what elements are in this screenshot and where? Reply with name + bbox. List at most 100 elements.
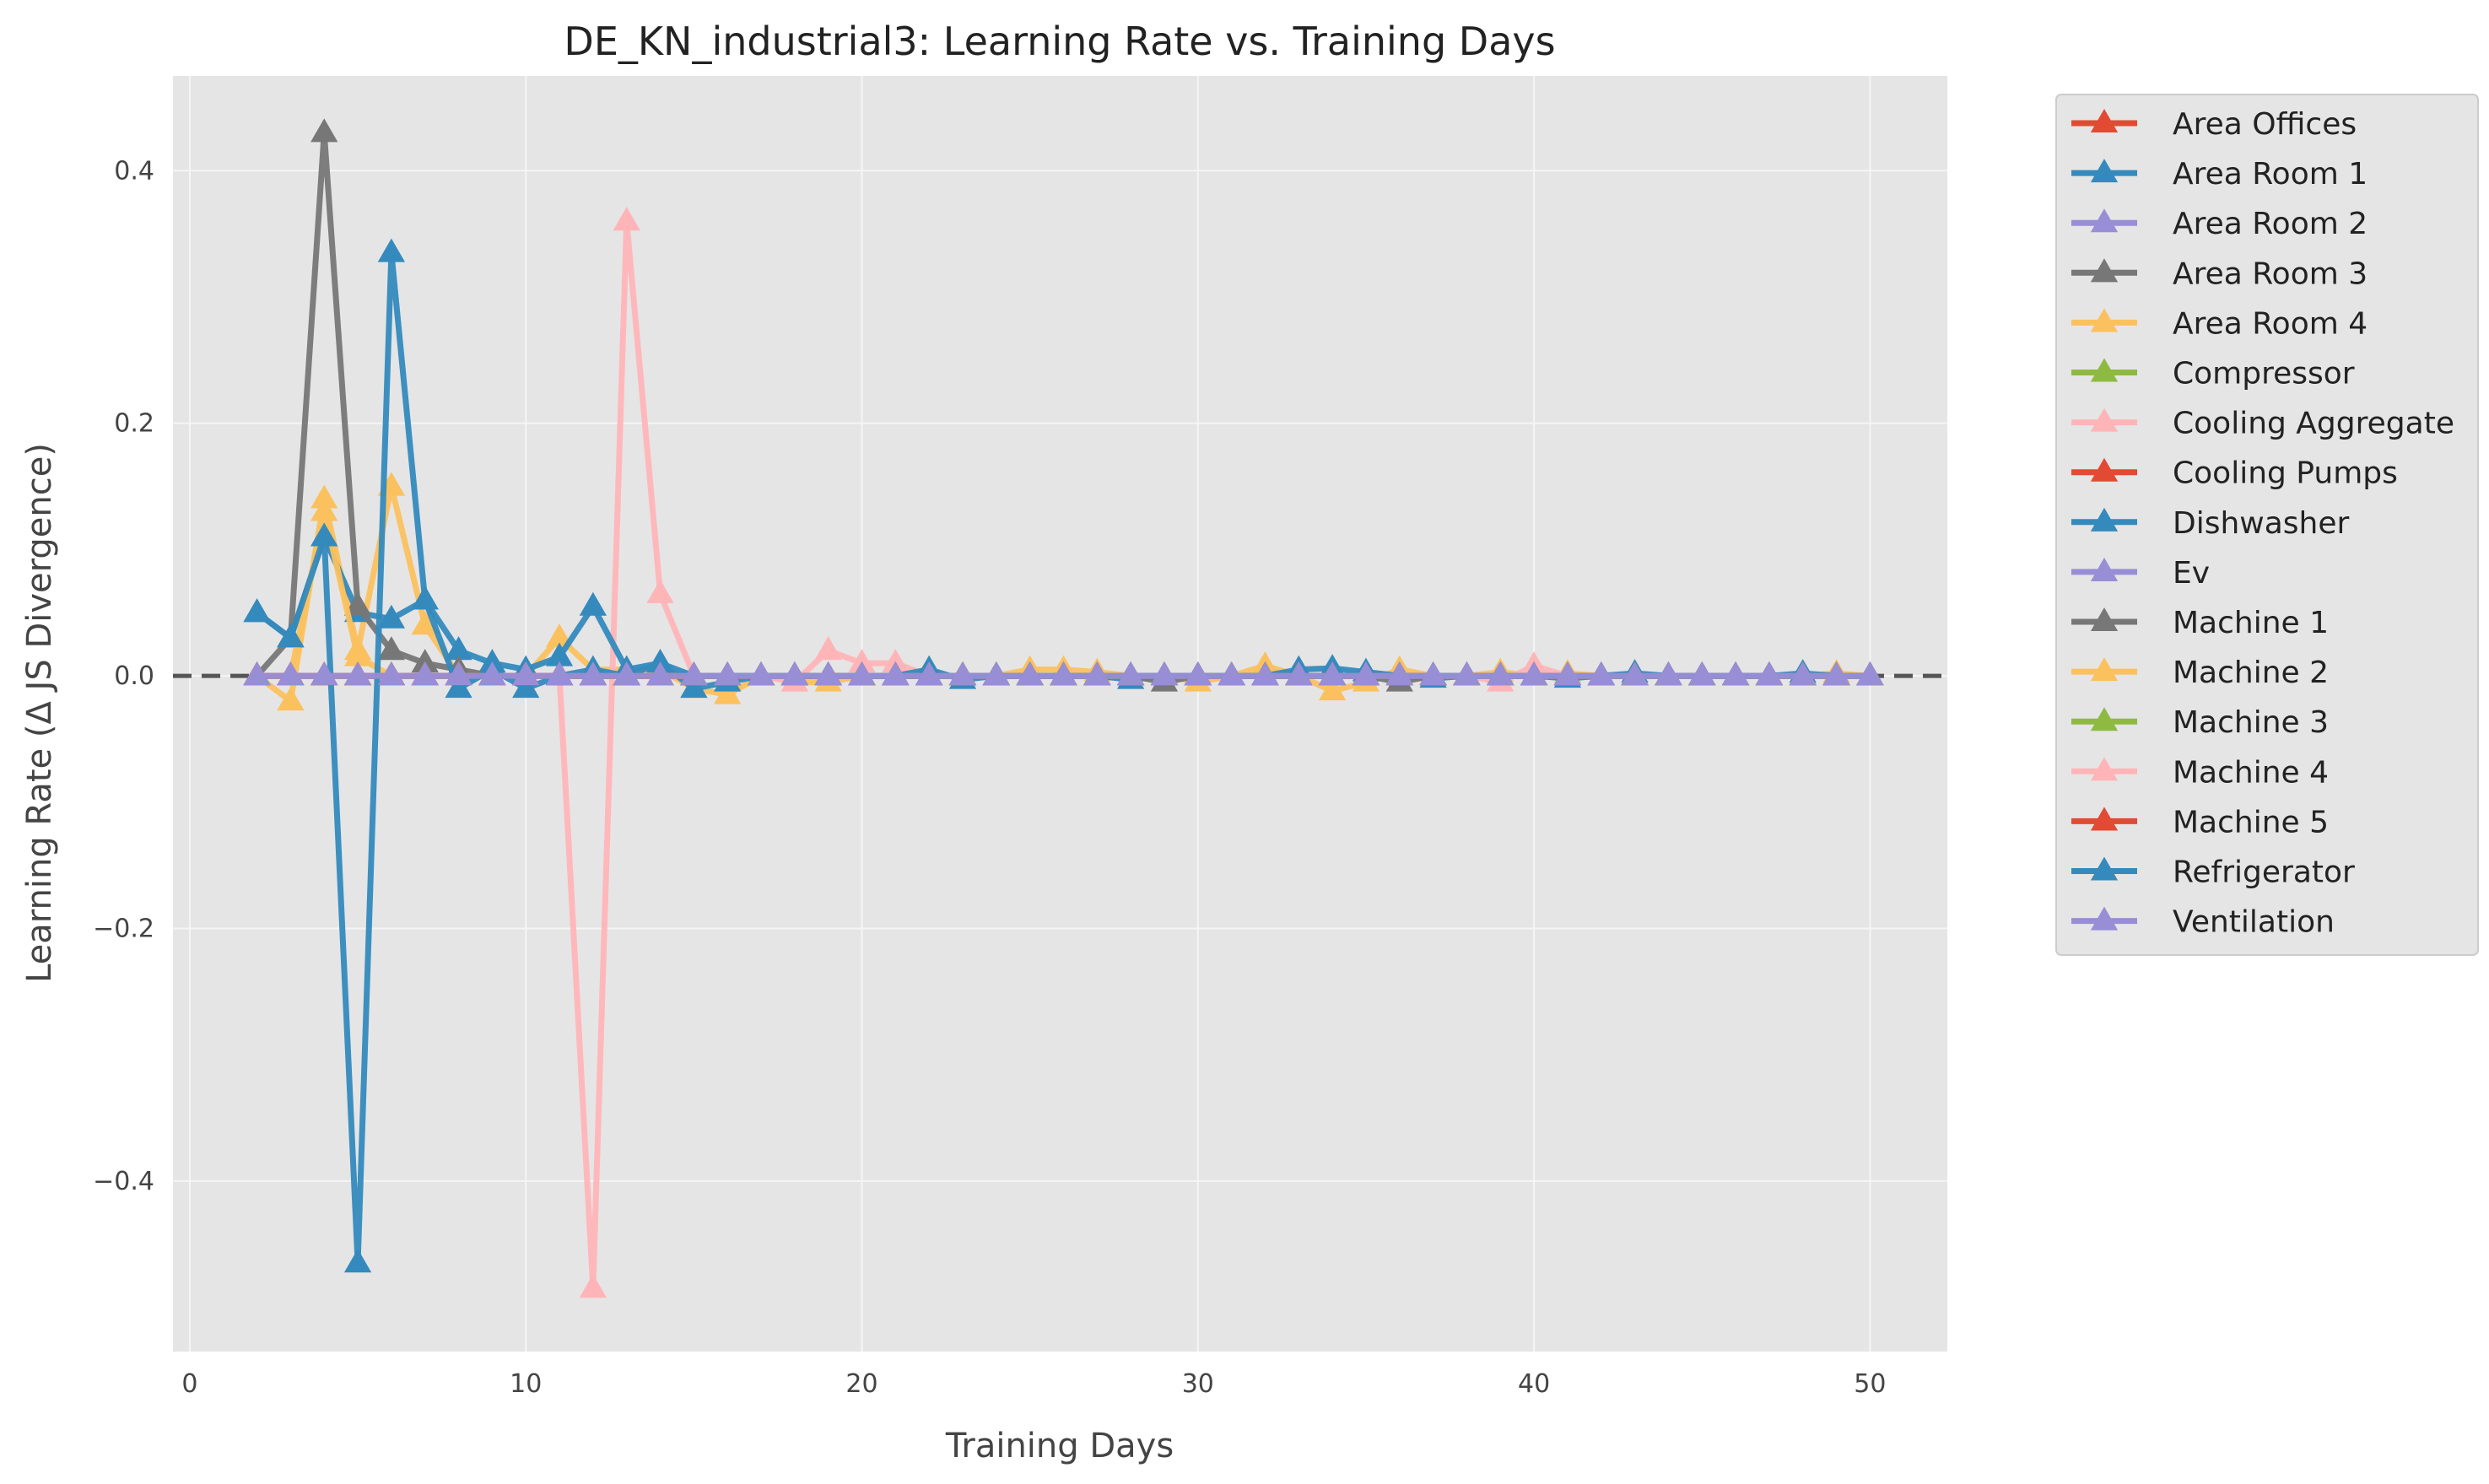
data-point bbox=[680, 674, 708, 699]
data-point bbox=[579, 1274, 607, 1298]
legend-item-dishwasher: Dishwasher bbox=[2071, 506, 2350, 541]
data-point bbox=[1655, 661, 1682, 686]
data-point bbox=[1553, 661, 1582, 686]
chart-title: DE_KN_industrial3: Learning Rate vs. Tra… bbox=[564, 19, 1555, 64]
series-ventilation bbox=[243, 661, 1884, 686]
data-point bbox=[512, 674, 540, 699]
legend-label: Machine 2 bbox=[2173, 656, 2329, 690]
x-axis-label: Training Days bbox=[945, 1427, 1174, 1465]
data-point bbox=[646, 661, 674, 686]
data-point bbox=[780, 661, 808, 686]
x-tick-label: 40 bbox=[1518, 1369, 1550, 1399]
data-point bbox=[915, 661, 943, 686]
data-point bbox=[478, 661, 506, 686]
data-point bbox=[445, 674, 472, 699]
legend-item-ventilation: Ventilation bbox=[2071, 905, 2335, 940]
data-point bbox=[613, 207, 640, 231]
legend-item-cooling-pumps: Cooling Pumps bbox=[2071, 456, 2398, 491]
data-point bbox=[714, 680, 742, 704]
data-point bbox=[1755, 661, 1784, 686]
legend-label: Cooling Pumps bbox=[2173, 456, 2398, 491]
data-point bbox=[680, 661, 708, 686]
data-point bbox=[747, 661, 775, 686]
data-point bbox=[1385, 661, 1413, 686]
legend-label: Area Room 2 bbox=[2173, 207, 2368, 241]
data-point bbox=[982, 661, 1010, 686]
plot-area bbox=[173, 76, 1947, 1352]
data-point bbox=[1419, 661, 1447, 686]
data-point bbox=[1520, 661, 1548, 686]
y-tick-label: 0.0 bbox=[114, 661, 154, 691]
x-tick-label: 10 bbox=[510, 1369, 542, 1399]
data-point bbox=[1621, 661, 1649, 686]
legend-item-area-room-3: Area Room 3 bbox=[2071, 256, 2368, 291]
x-tick-label: 0 bbox=[181, 1369, 197, 1399]
data-point bbox=[882, 649, 910, 673]
data-point bbox=[411, 611, 439, 635]
data-point bbox=[1016, 661, 1044, 686]
data-point bbox=[1587, 661, 1615, 686]
legend-marker bbox=[2090, 258, 2119, 283]
data-point bbox=[1487, 661, 1514, 686]
legend-marker bbox=[2090, 308, 2119, 332]
legend-item-ev: Ev bbox=[2071, 556, 2210, 591]
data-point bbox=[343, 591, 372, 616]
data-point bbox=[243, 598, 271, 623]
legend-items: Area Offices Area Room 1 Area Room 2 Area R… bbox=[2071, 107, 2454, 940]
data-point bbox=[1856, 661, 1884, 686]
legend-marker bbox=[2090, 906, 2119, 931]
data-point bbox=[277, 661, 305, 686]
data-point bbox=[1318, 661, 1347, 686]
legend-label: Machine 4 bbox=[2173, 755, 2329, 790]
data-point bbox=[377, 238, 406, 262]
data-point bbox=[814, 661, 842, 686]
legend-label: Area Room 3 bbox=[2173, 256, 2368, 291]
data-point bbox=[646, 579, 674, 603]
y-axis-label: Learning Rate (Δ JS Divergence) bbox=[20, 443, 59, 983]
data-point bbox=[1116, 661, 1145, 686]
data-point bbox=[1352, 661, 1380, 686]
legend-label: Compressor bbox=[2173, 357, 2355, 391]
data-point bbox=[646, 649, 674, 673]
data-point bbox=[1050, 661, 1077, 686]
legend-marker bbox=[2090, 208, 2119, 233]
legend-label: Area Offices bbox=[2173, 107, 2357, 142]
data-point bbox=[1318, 677, 1347, 701]
x-tick-label: 20 bbox=[845, 1369, 877, 1399]
legend-marker bbox=[2090, 657, 2119, 682]
data-point bbox=[1721, 661, 1750, 686]
data-point bbox=[277, 687, 305, 711]
x-tick-label: 30 bbox=[1182, 1369, 1214, 1399]
data-point bbox=[343, 1249, 372, 1273]
data-point bbox=[1789, 661, 1817, 686]
legend-marker bbox=[2090, 159, 2119, 183]
data-point bbox=[343, 642, 372, 666]
legend: Area Offices Area Room 1 Area Room 2 Area R… bbox=[2055, 94, 2479, 956]
data-point bbox=[1218, 661, 1245, 686]
legend-label: Machine 1 bbox=[2173, 606, 2329, 640]
legend-marker bbox=[2090, 807, 2119, 831]
y-tick-label: −0.4 bbox=[93, 1167, 154, 1196]
legend-marker bbox=[2090, 707, 2119, 731]
data-point bbox=[613, 661, 640, 686]
data-point bbox=[1822, 661, 1850, 686]
data-point bbox=[243, 661, 271, 686]
data-point bbox=[277, 623, 305, 648]
legend-item-area-room-1: Area Room 1 bbox=[2071, 157, 2368, 192]
data-point bbox=[1150, 661, 1179, 686]
data-point bbox=[848, 649, 876, 673]
x-axis-ticks: 0 10 20 30 40 50 bbox=[181, 1369, 1886, 1399]
data-point bbox=[445, 661, 472, 686]
legend-marker bbox=[2090, 407, 2119, 432]
y-axis-ticks: −0.4 −0.2 0.0 0.2 0.4 bbox=[93, 156, 154, 1196]
legend-marker bbox=[2090, 109, 2119, 133]
legend-box bbox=[2055, 94, 2479, 956]
legend-label: Ev bbox=[2173, 556, 2210, 591]
legend-label: Ventilation bbox=[2173, 905, 2335, 940]
legend-item-area-room-2: Area Room 2 bbox=[2071, 207, 2368, 241]
legend-item-machine-5: Machine 5 bbox=[2071, 805, 2329, 839]
data-point bbox=[579, 661, 607, 686]
data-point bbox=[814, 636, 842, 661]
legend-label: Refrigerator bbox=[2173, 855, 2355, 890]
